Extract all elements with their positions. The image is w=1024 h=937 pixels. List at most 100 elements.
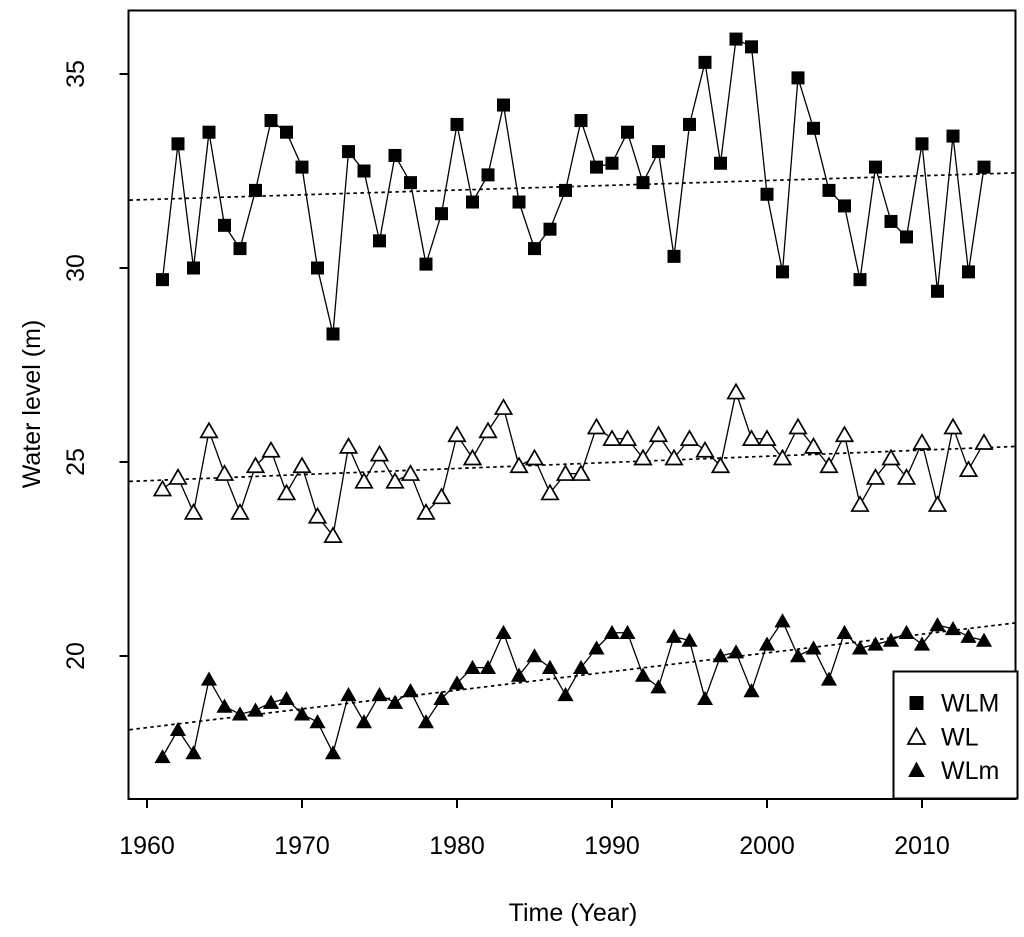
wlm-filled-square-marker bbox=[869, 160, 882, 174]
wlm-filled-triangle-marker bbox=[743, 683, 760, 698]
wlm-filled-triangle-marker bbox=[557, 686, 574, 702]
wlm-filled-square-marker bbox=[977, 160, 991, 174]
wlm-filled-square-marker bbox=[853, 273, 867, 287]
wl-open-triangle-marker bbox=[819, 456, 839, 474]
wlm-filled-triangle-marker bbox=[898, 624, 915, 640]
wlm-filled-square-marker bbox=[574, 114, 588, 128]
wl-open-triangle-marker bbox=[865, 468, 886, 485]
legend-label-wlm-lower: WLm bbox=[941, 757, 999, 785]
wlm-filled-triangle-marker bbox=[681, 632, 698, 647]
wl-open-triangle-marker bbox=[385, 471, 405, 489]
wl-open-triangle-marker bbox=[292, 456, 312, 474]
wlm-filled-triangle-marker bbox=[634, 667, 652, 682]
wlm-filled-square-marker bbox=[822, 183, 836, 197]
wlm-filled-square-marker bbox=[404, 176, 417, 190]
wl-open-triangle-marker bbox=[230, 502, 250, 520]
wl-open-triangle-marker bbox=[369, 444, 390, 462]
wlm-filled-triangle-marker bbox=[262, 694, 280, 709]
wlm-filled-triangle-marker bbox=[340, 686, 357, 702]
wlm-filled-square-marker bbox=[388, 148, 402, 162]
wlm-filled-square-marker bbox=[698, 55, 712, 69]
wl-open-triangle-marker bbox=[416, 502, 436, 520]
wlm-filled-triangle-marker bbox=[169, 721, 187, 737]
wlm-filled-square-marker bbox=[528, 242, 541, 256]
wl-open-triangle-marker bbox=[261, 440, 281, 458]
wlm-filled-triangle-marker bbox=[805, 640, 822, 655]
wlm-filled-square-marker bbox=[807, 121, 820, 135]
wl-open-triangle-marker bbox=[850, 495, 870, 512]
wlm-filled-triangle-marker bbox=[727, 644, 745, 659]
wlm-filled-square-marker bbox=[466, 195, 479, 209]
filled-triangle-marker-icon bbox=[908, 761, 925, 777]
wlm-filled-square-marker bbox=[559, 183, 572, 197]
trend-lines bbox=[129, 172, 1015, 731]
wl-open-triangle-marker bbox=[679, 429, 700, 446]
wlm-filled-square-marker bbox=[915, 137, 929, 151]
wl-open-triangle-marker bbox=[633, 448, 653, 466]
wl-open-triangle-marker bbox=[555, 464, 576, 481]
wl-open-triangle-marker bbox=[571, 464, 591, 481]
wlm-filled-square-marker bbox=[962, 265, 975, 279]
wlm-filled-square-marker bbox=[187, 261, 200, 275]
wl-open-triangle-marker bbox=[834, 425, 855, 443]
y-tick-label: 25 bbox=[62, 448, 90, 476]
wlm-filled-square-marker bbox=[714, 156, 727, 170]
wl-open-triangle-marker bbox=[927, 495, 948, 512]
wlm-filled-triangle-marker bbox=[774, 613, 791, 628]
wlm-filled-square-marker bbox=[249, 183, 262, 197]
wl-open-triangle-marker bbox=[214, 464, 235, 481]
wlm-filled-triangle-marker bbox=[712, 648, 729, 663]
wlm-filled-square-marker bbox=[605, 156, 619, 170]
wlm-filled-square-marker bbox=[357, 164, 371, 178]
wlm-filled-triangle-marker bbox=[867, 636, 884, 651]
wlm-filled-triangle-marker bbox=[309, 714, 326, 729]
wlm-filled-triangle-marker bbox=[216, 698, 233, 713]
wlm-filled-square-marker bbox=[931, 284, 944, 298]
wlm-filled-triangle-marker bbox=[665, 628, 683, 643]
wl-open-triangle-marker bbox=[307, 506, 328, 524]
wl-open-triangle-marker bbox=[772, 448, 793, 466]
wlm-filled-triangle-marker bbox=[402, 683, 419, 698]
wlm-filled-square-marker bbox=[791, 71, 805, 85]
wl-open-triangle-marker bbox=[447, 425, 467, 443]
wlm-filled-square-marker bbox=[373, 234, 386, 248]
legend-label-wl: WL bbox=[941, 724, 979, 752]
x-tick-label: 1980 bbox=[429, 832, 485, 860]
wl-open-triangle-marker bbox=[478, 421, 498, 439]
wl-open-triangle-marker bbox=[183, 502, 204, 520]
wl-open-triangle-marker bbox=[788, 417, 808, 435]
wlm-filled-triangle-marker bbox=[526, 648, 543, 663]
wlm-filled-triangle-marker bbox=[247, 702, 264, 717]
wlm-filled-square-marker bbox=[683, 117, 696, 131]
wl-open-triangle-marker bbox=[493, 398, 514, 415]
wlm-filled-square-marker bbox=[233, 242, 247, 256]
wlm-filled-square-marker bbox=[512, 195, 526, 209]
wl-open-triangle-marker bbox=[152, 479, 173, 497]
x-tick-label: 2010 bbox=[894, 832, 950, 860]
open-triangle-marker-icon bbox=[906, 726, 927, 745]
wlm-filled-triangle-marker bbox=[185, 745, 202, 760]
wl-open-triangle-marker bbox=[803, 436, 824, 454]
wl-open-triangle-marker bbox=[323, 526, 343, 543]
wl-open-triangle-marker bbox=[664, 448, 684, 466]
wlm-filled-square-marker bbox=[450, 117, 464, 131]
wlm-filled-triangle-marker bbox=[433, 690, 450, 705]
wlm-filled-triangle-marker bbox=[278, 690, 295, 705]
wlm-filled-square-marker bbox=[636, 176, 650, 190]
wlm-filled-triangle-marker bbox=[851, 640, 869, 655]
legend-label-wlm: WLM bbox=[941, 690, 999, 718]
wlm-filled-triangle-marker bbox=[448, 675, 466, 690]
wlm-filled-square-marker bbox=[264, 114, 278, 128]
wlm-filled-square-marker bbox=[295, 160, 309, 174]
wlm-filled-square-marker bbox=[156, 273, 169, 287]
x-axis: 1960 1970 1980 1990 2000 2010 bbox=[119, 799, 950, 860]
wlm-filled-square-marker bbox=[667, 249, 681, 263]
wl-open-triangle-marker bbox=[617, 429, 638, 446]
wl-open-triangle-marker bbox=[400, 464, 421, 481]
wl-open-triangle-marker bbox=[757, 429, 777, 446]
trend-line-wl bbox=[129, 445, 1015, 483]
wlm-filled-triangle-marker bbox=[510, 667, 528, 682]
y-axis: 20 25 30 35 bbox=[62, 60, 129, 670]
